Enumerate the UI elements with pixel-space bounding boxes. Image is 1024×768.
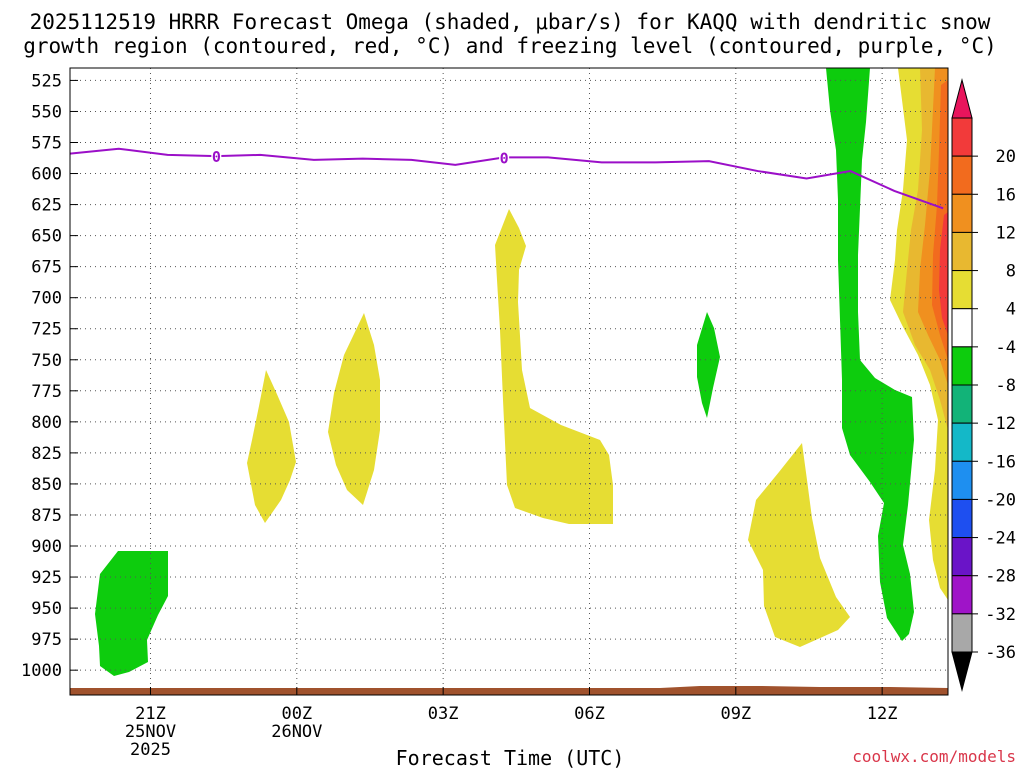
y-tick-label: 775: [31, 382, 62, 402]
y-tick-label: 975: [31, 630, 62, 650]
y-tick-label: 750: [31, 351, 62, 371]
y-tick-label: 625: [31, 196, 62, 216]
x-tick-date: 25NOV: [125, 722, 176, 742]
colorbar-label: -28: [985, 567, 1016, 587]
colorbar-label: -32: [985, 605, 1016, 625]
y-tick-label: 525: [31, 71, 62, 91]
omega-region-green-20z: [95, 551, 168, 676]
y-tick-label: 700: [31, 289, 62, 309]
y-tick-label: 875: [31, 506, 62, 526]
colorbar: 20 16 12 8 4 -4 -8 -12 -16 -20 -24 -28 -32 -36: [951, 78, 1016, 692]
x-tick-label: 21Z: [135, 704, 166, 724]
x-tick-label: 03Z: [428, 704, 459, 724]
omega-region-green-11z: [826, 68, 914, 641]
chart-title-line1: 2025112519 HRRR Forecast Omega (shaded, …: [30, 10, 991, 34]
x-tick-label: 06Z: [574, 704, 605, 724]
colorbar-swatch: [951, 193, 973, 233]
colorbar-label: 16: [996, 185, 1016, 205]
chart-title-line2: growth region (contoured, red, °C) and f…: [23, 34, 997, 58]
freezing-level-label: 0: [500, 149, 509, 167]
x-tick-year: 2025: [130, 740, 171, 760]
colorbar-label: -20: [985, 490, 1016, 510]
colorbar-swatch: [951, 155, 973, 195]
colorbar-label: 4: [1006, 300, 1016, 320]
y-tick-label: 825: [31, 444, 62, 464]
colorbar-label: 20: [996, 147, 1016, 167]
colorbar-label: -4: [996, 338, 1016, 358]
colorbar-swatch: [951, 575, 973, 615]
colorbar-label: -36: [985, 643, 1016, 663]
y-tick-label: 950: [31, 599, 62, 619]
x-tick-label: 12Z: [867, 704, 898, 724]
y-tick-label: 650: [31, 227, 62, 247]
colorbar-label: -16: [985, 452, 1016, 472]
colorbar-swatch: [951, 270, 973, 310]
colorbar-swatch: [951, 308, 973, 348]
x-tick-label: 09Z: [720, 704, 751, 724]
y-tick-label: 800: [31, 413, 62, 433]
omega-shading: [95, 68, 948, 676]
y-tick-label: 725: [31, 320, 62, 340]
y-axis: 525 550 575 600 625 650 675 700 725 750 775 800 825 8…: [21, 71, 78, 681]
colorbar-bottom-triangle: [951, 651, 973, 692]
colorbar-label: -12: [985, 414, 1016, 434]
x-axis-label: Forecast Time (UTC): [396, 746, 625, 768]
y-tick-label: 1000: [21, 661, 62, 681]
colorbar-top-triangle: [951, 78, 973, 119]
freezing-level-label: 0: [212, 148, 221, 166]
colorbar-swatch: [951, 460, 973, 500]
y-tick-label: 550: [31, 102, 62, 122]
freezing-level-label-bg: [211, 149, 222, 164]
colorbar-label: 8: [1006, 262, 1016, 282]
colorbar-swatch: [951, 384, 973, 424]
plot-border: [69, 67, 949, 696]
colorbar-label: 12: [996, 223, 1016, 243]
omega-region-yellow-22z: [247, 370, 296, 523]
colorbar-swatch: [951, 231, 973, 272]
credit-text: coolwx.com/models: [852, 747, 1016, 766]
colorbar-label: -8: [996, 376, 1016, 396]
colorbar-swatch: [951, 537, 973, 577]
colorbar-swatch: [951, 422, 973, 462]
terrain-strip: [70, 686, 948, 695]
colorbar-swatch: [951, 346, 973, 386]
x-tick-label: 00Z: [281, 704, 312, 724]
omega-region-yellow-03z: [495, 209, 613, 524]
omega-region-red: [939, 212, 948, 335]
colorbar-swatch: [951, 498, 973, 539]
colorbar-swatch: [951, 613, 973, 653]
y-tick-label: 575: [31, 133, 62, 153]
y-tick-label: 675: [31, 258, 62, 278]
omega-region-yellow-00z: [328, 313, 380, 505]
omega-region-yellow-09z: [748, 443, 850, 647]
x-tick-date: 26NOV: [271, 722, 322, 742]
y-tick-label: 850: [31, 475, 62, 495]
y-tick-label: 900: [31, 537, 62, 557]
y-tick-label: 600: [31, 165, 62, 185]
y-tick-label: 925: [31, 568, 62, 588]
freezing-level-label-bg: [499, 150, 510, 165]
omega-region-green-08z: [697, 312, 720, 418]
colorbar-swatch: [951, 117, 973, 157]
colorbar-label: -24: [985, 529, 1016, 549]
